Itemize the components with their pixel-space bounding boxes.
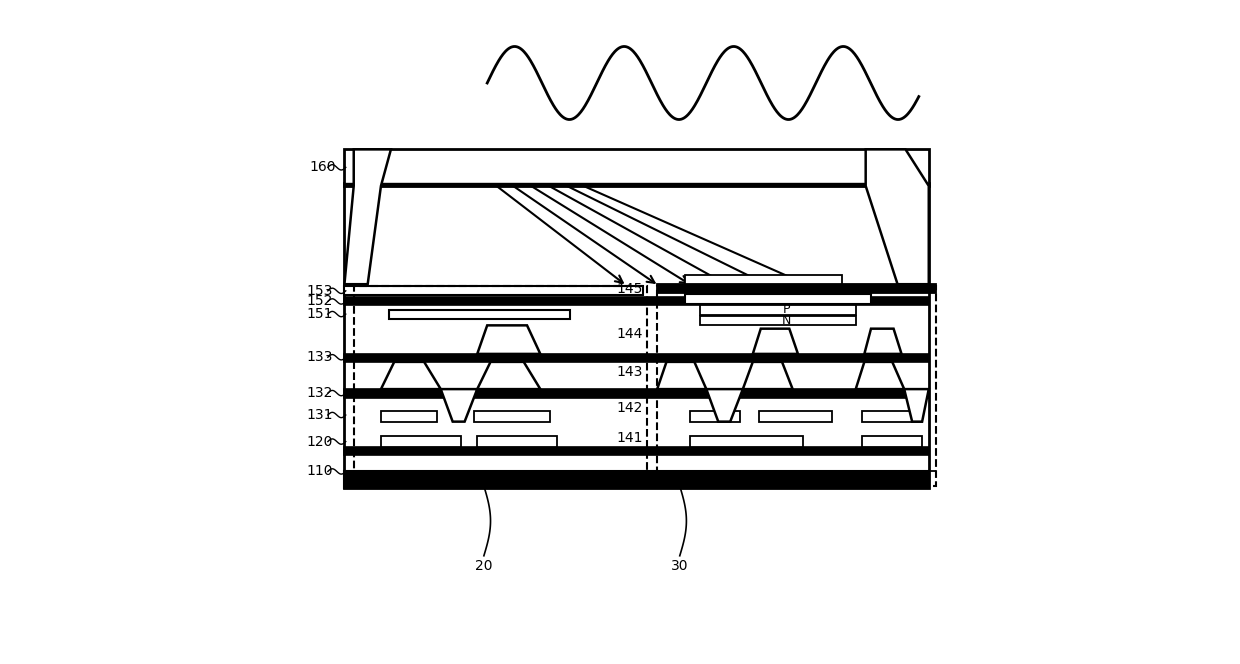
- Bar: [684, 275, 842, 284]
- Text: 143: 143: [616, 365, 644, 379]
- Text: 151: 151: [306, 307, 334, 321]
- Text: 160: 160: [309, 160, 336, 175]
- Polygon shape: [864, 329, 901, 354]
- Bar: [477, 436, 557, 447]
- Bar: [345, 354, 929, 362]
- Bar: [474, 411, 551, 422]
- Polygon shape: [345, 149, 391, 284]
- Polygon shape: [856, 362, 904, 389]
- Bar: [345, 286, 644, 295]
- Text: 120: 120: [306, 434, 334, 449]
- Bar: [345, 183, 929, 488]
- Text: 142: 142: [616, 401, 644, 416]
- Bar: [345, 183, 929, 186]
- Text: 30: 30: [671, 558, 688, 573]
- Bar: [689, 436, 802, 447]
- Text: 133: 133: [306, 350, 334, 365]
- Polygon shape: [477, 362, 541, 389]
- Bar: [345, 447, 929, 455]
- Text: 132: 132: [306, 386, 334, 400]
- Bar: [389, 310, 569, 319]
- Bar: [345, 389, 929, 398]
- Polygon shape: [753, 329, 799, 354]
- Bar: [657, 284, 936, 293]
- Bar: [381, 436, 460, 447]
- Polygon shape: [743, 362, 792, 389]
- Text: 141: 141: [616, 431, 644, 446]
- Bar: [689, 411, 739, 422]
- Text: 110: 110: [306, 464, 334, 479]
- Polygon shape: [440, 389, 477, 422]
- Polygon shape: [477, 325, 541, 354]
- Bar: [355, 286, 646, 486]
- Polygon shape: [904, 389, 929, 422]
- Text: 144: 144: [616, 327, 644, 341]
- Polygon shape: [657, 362, 707, 389]
- Bar: [699, 316, 856, 325]
- Polygon shape: [381, 362, 440, 389]
- Bar: [684, 294, 870, 304]
- Bar: [759, 411, 832, 422]
- Bar: [345, 149, 929, 186]
- Bar: [699, 305, 856, 315]
- Text: 145: 145: [616, 282, 644, 296]
- Text: 153: 153: [306, 284, 334, 298]
- Text: 20: 20: [475, 558, 492, 573]
- Bar: [657, 286, 936, 486]
- Text: P: P: [782, 303, 790, 316]
- Text: 152: 152: [306, 294, 334, 309]
- Bar: [862, 411, 923, 422]
- Text: N: N: [781, 314, 791, 327]
- Bar: [345, 297, 929, 305]
- Bar: [862, 436, 923, 447]
- Polygon shape: [866, 149, 929, 284]
- Bar: [381, 411, 438, 422]
- Text: 131: 131: [306, 408, 334, 422]
- Polygon shape: [707, 389, 743, 422]
- Bar: [345, 471, 929, 488]
